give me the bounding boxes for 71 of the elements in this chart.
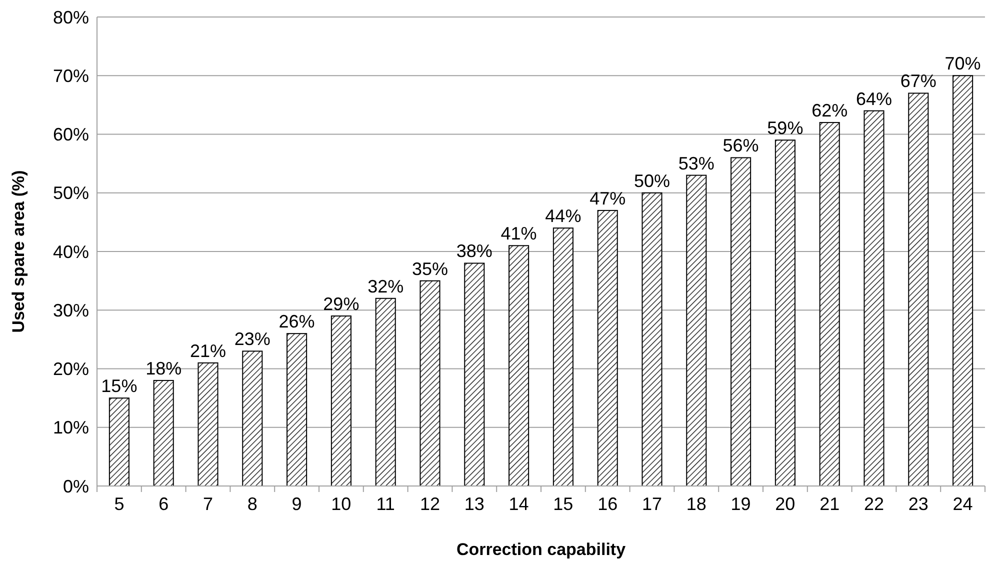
y-tick-label: 40% [52, 242, 89, 262]
bar [819, 122, 840, 486]
x-tick-label: 11 [376, 494, 395, 514]
data-label: 47% [590, 188, 626, 208]
y-tick-label: 50% [52, 183, 89, 204]
y-tick-label: 20% [52, 359, 89, 380]
data-label: 32% [368, 276, 404, 296]
bar [730, 157, 752, 486]
x-tick-label: 13 [464, 494, 484, 514]
bar [286, 333, 308, 486]
data-label: 21% [190, 340, 226, 361]
x-tick-label: 17 [642, 494, 662, 514]
x-tick-label: 8 [247, 494, 258, 514]
x-tick-label: 7 [202, 494, 214, 514]
data-label: 59% [767, 118, 804, 138]
bar [198, 362, 218, 486]
y-tick-label: 80% [52, 7, 89, 28]
bar [375, 298, 396, 486]
bar [420, 280, 440, 486]
x-tick-label: 16 [598, 494, 618, 514]
y-tick-label: 30% [52, 300, 89, 320]
bar [464, 262, 485, 486]
data-label: 64% [856, 88, 892, 109]
bar [864, 110, 884, 486]
bar [952, 75, 974, 486]
x-tick-label: 5 [114, 494, 124, 514]
x-tick-label: 12 [420, 494, 440, 514]
data-label: 35% [412, 258, 448, 279]
bar [642, 192, 662, 486]
x-tick-label: 14 [508, 494, 529, 514]
x-axis-title: Correction capability [456, 540, 626, 559]
x-tick-label: 20 [775, 494, 796, 514]
data-label: 29% [323, 294, 360, 314]
data-label: 53% [678, 153, 714, 174]
x-tick-label: 9 [292, 494, 302, 514]
data-label: 18% [146, 358, 182, 378]
bar [330, 315, 352, 486]
bar [597, 210, 618, 486]
data-label: 44% [545, 206, 582, 226]
data-label: 67% [900, 71, 936, 92]
bar [552, 228, 574, 486]
bar [508, 245, 530, 486]
data-label: 26% [278, 312, 315, 332]
x-tick-label: 21 [820, 494, 840, 514]
bar [153, 380, 174, 486]
bar [774, 140, 796, 486]
x-tick-label: 6 [158, 494, 169, 514]
x-tick-label: 18 [686, 494, 706, 514]
data-label: 41% [500, 224, 537, 244]
data-label: 38% [456, 241, 492, 262]
bar [108, 398, 130, 486]
y-axis-title: Used spare area (%) [9, 170, 28, 333]
y-tick-label: 60% [52, 124, 89, 145]
x-tick-label: 22 [864, 494, 884, 514]
y-tick-label: 0% [62, 476, 89, 496]
y-tick-label: 10% [52, 418, 89, 438]
bar [908, 92, 929, 486]
data-label: 56% [722, 136, 759, 156]
data-label: 50% [634, 170, 670, 191]
y-tick-label: 70% [52, 66, 89, 86]
x-tick-label: 10 [331, 494, 352, 514]
data-label: 62% [812, 100, 848, 121]
x-tick-label: 23 [908, 494, 928, 514]
x-tick-label: 24 [952, 494, 973, 514]
x-tick-label: 19 [730, 494, 751, 514]
bar [242, 350, 263, 486]
data-label: 15% [101, 376, 138, 396]
data-label: 70% [944, 54, 981, 74]
data-label: 23% [234, 329, 270, 350]
x-tick-label: 15 [553, 494, 574, 514]
bar [686, 174, 707, 486]
